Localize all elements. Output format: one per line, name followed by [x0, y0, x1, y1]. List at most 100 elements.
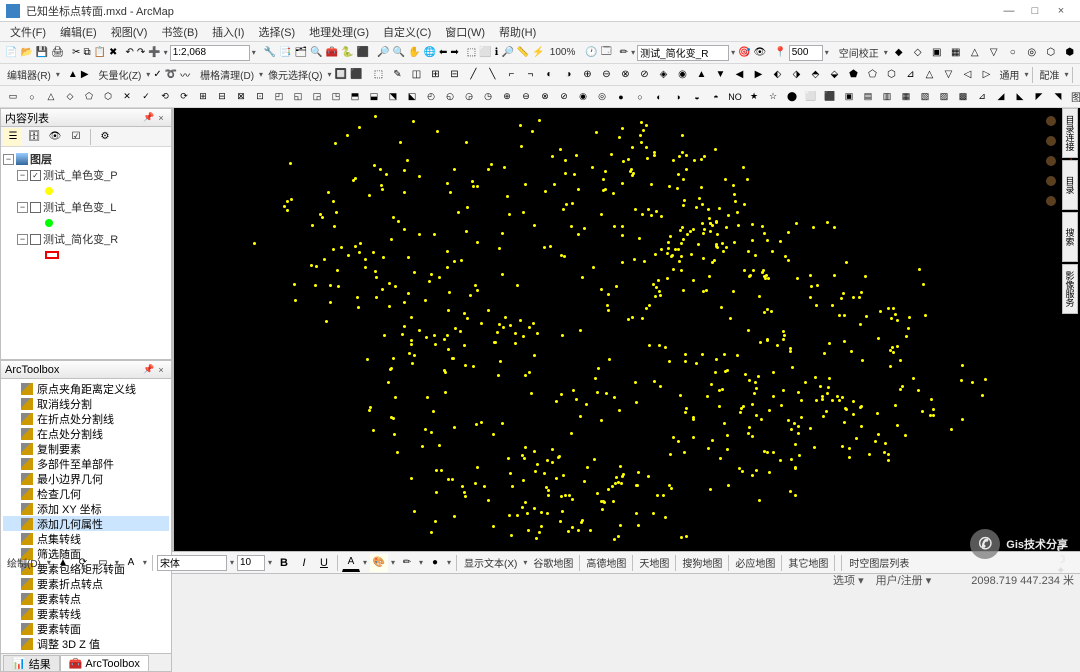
menu-item[interactable]: 插入(I) [206, 22, 250, 42]
basemap-tab[interactable]: 谷歌地图 [530, 555, 576, 570]
drawing-icon[interactable]: ✏ [619, 44, 629, 62]
tool-icon[interactable]: ☆ [764, 88, 782, 106]
tool-item[interactable]: 要素折点转点 [3, 576, 169, 591]
underline-icon[interactable]: U [315, 554, 333, 572]
tool-icon[interactable]: ⌐ [502, 66, 520, 84]
full-extent-icon[interactable]: 🌐 [422, 44, 436, 62]
layer-row[interactable]: − ✓ 测试_单色变_P [3, 167, 169, 183]
layer-zoom-icon[interactable]: 🎯 [737, 44, 751, 62]
tool-icon[interactable]: ⬡ [99, 88, 117, 106]
menu-item[interactable]: 编辑(E) [54, 22, 103, 42]
tool-icon[interactable]: ⊞ [426, 66, 444, 84]
copy-icon[interactable]: ⧉ [82, 44, 91, 62]
user-register[interactable]: 用户/注册 ▾ [876, 572, 932, 588]
tool-item[interactable]: 多部件至单部件 [3, 456, 169, 471]
spatial-adjustment-label[interactable]: 空间校正 [836, 45, 882, 60]
tool-item[interactable]: 添加 XY 坐标 [3, 501, 169, 516]
maximize-button[interactable]: □ [1022, 2, 1048, 20]
tool-icon[interactable]: ▩ [954, 88, 972, 106]
edit-tool-icon[interactable]: ▲ [67, 66, 79, 84]
tool-icon[interactable]: ◲ [308, 88, 326, 106]
tool-icon[interactable]: ▨ [935, 88, 953, 106]
menu-item[interactable]: 自定义(C) [377, 22, 437, 42]
layer-checkbox[interactable] [30, 234, 41, 245]
paste-icon[interactable]: 📋 [93, 44, 107, 62]
map-view[interactable]: 作词：古小力 [174, 108, 1080, 551]
pin-icon[interactable]: 📌 [143, 112, 155, 123]
scale-input[interactable] [170, 45, 250, 61]
tool-icon[interactable]: ╲ [483, 66, 501, 84]
tool-icon[interactable]: ⟲ [156, 88, 174, 106]
tool-item[interactable]: 取消线分割 [3, 396, 169, 411]
vectorization-menu[interactable]: 矢量化(Z) [96, 67, 145, 82]
editor-toolbar-icon[interactable]: 🔧 [263, 44, 277, 62]
zoom-out-icon[interactable]: 🔍 [392, 44, 406, 62]
tool-icon[interactable]: ▷ [977, 66, 995, 84]
tool-icon[interactable]: ▶ [749, 66, 767, 84]
tool-icon[interactable]: ⬢ [1061, 44, 1079, 62]
tool-icon[interactable]: ◷ [479, 88, 497, 106]
pointer-icon[interactable]: ▲ [54, 554, 72, 572]
text-icon[interactable]: A [122, 554, 140, 572]
toolbar-group-label[interactable]: 测量 [1076, 67, 1080, 82]
list-by-selection-icon[interactable]: ☑ [67, 128, 85, 146]
hyperlink-icon[interactable]: ⚡ [531, 44, 545, 62]
layer-checkbox[interactable] [30, 202, 41, 213]
tool-icon[interactable]: ◈ [654, 66, 672, 84]
tool-icon[interactable]: ▣ [840, 88, 858, 106]
tool-icon[interactable]: ⬗ [787, 66, 805, 84]
tool-icon[interactable]: ◉ [574, 88, 592, 106]
font-family-input[interactable] [157, 555, 227, 571]
toolbox-icon[interactable]: 🧰 [325, 44, 339, 62]
minimize-button[interactable]: — [996, 2, 1022, 20]
tool-icon[interactable]: ⬠ [80, 88, 98, 106]
tool-icon[interactable]: ◉ [673, 66, 691, 84]
tool-icon[interactable]: ⟳ [175, 88, 193, 106]
tool-icon[interactable]: ⊞ [194, 88, 212, 106]
tool-icon[interactable]: ◰ [270, 88, 288, 106]
tool-icon[interactable]: ◴ [422, 88, 440, 106]
select-icon[interactable]: ⬚ [466, 44, 477, 62]
tool-icon[interactable]: ◆ [890, 44, 908, 62]
zoom-next-icon[interactable]: ➡ [449, 44, 459, 62]
tool-icon[interactable]: ⊘ [555, 88, 573, 106]
tool-item[interactable]: 在折点处分割线 [3, 411, 169, 426]
tool-item[interactable]: 最小边界几何 [3, 471, 169, 486]
tool-icon[interactable]: ✓ [137, 88, 155, 106]
find-icon[interactable]: 🔎 [500, 44, 514, 62]
tool-icon[interactable]: ⊖ [597, 66, 615, 84]
print-icon[interactable]: 🖨 [50, 44, 65, 62]
tool-icon[interactable]: ◵ [441, 88, 459, 106]
expand-icon[interactable]: − [17, 234, 28, 245]
tool-icon[interactable]: ▧ [916, 88, 934, 106]
basemap-tab[interactable]: 天地图 [636, 555, 672, 570]
cell-selection-menu[interactable]: 像元选择(Q) [265, 67, 325, 82]
add-data-icon[interactable]: ➕ [147, 44, 161, 62]
tool-icon[interactable]: ⬟ [844, 66, 862, 84]
tool-icon[interactable]: ○ [631, 88, 649, 106]
tool-icon[interactable]: ⬡ [882, 66, 900, 84]
tool-icon[interactable]: ▭ [4, 88, 22, 106]
tool-item[interactable]: 调整 3D Z 值 [3, 636, 169, 651]
docked-tab[interactable]: 目录 [1062, 160, 1078, 210]
tool-icon[interactable]: ◎ [1023, 44, 1041, 62]
tool-icon[interactable]: ⬤ [783, 88, 801, 106]
font-color-icon[interactable]: A [342, 554, 360, 572]
identify-icon[interactable]: ℹ [494, 44, 500, 62]
layer-row[interactable]: − 测试_单色变_L [3, 199, 169, 215]
basemap-tab[interactable]: 高德地图 [583, 555, 629, 570]
tool-icon[interactable]: ◓ [707, 88, 725, 106]
tool-icon[interactable]: NO [726, 88, 744, 106]
layer-checkbox[interactable]: ✓ [30, 170, 41, 181]
layer-symbol[interactable] [3, 215, 169, 231]
rect-icon[interactable]: ▭ [94, 554, 112, 572]
italic-icon[interactable]: I [295, 554, 313, 572]
draw-menu[interactable]: 绘制(D) [4, 555, 44, 570]
time-icon[interactable]: 🕐 [584, 44, 598, 62]
edit-vertex-icon[interactable]: ▶ [80, 66, 90, 84]
docked-tab[interactable]: 目录连接 [1062, 108, 1078, 158]
menu-item[interactable]: 窗口(W) [439, 22, 491, 42]
marker-color-icon[interactable]: ● [426, 554, 444, 572]
tool-icon[interactable]: ⊘ [635, 66, 653, 84]
python-icon[interactable]: 🐍 [340, 44, 354, 62]
